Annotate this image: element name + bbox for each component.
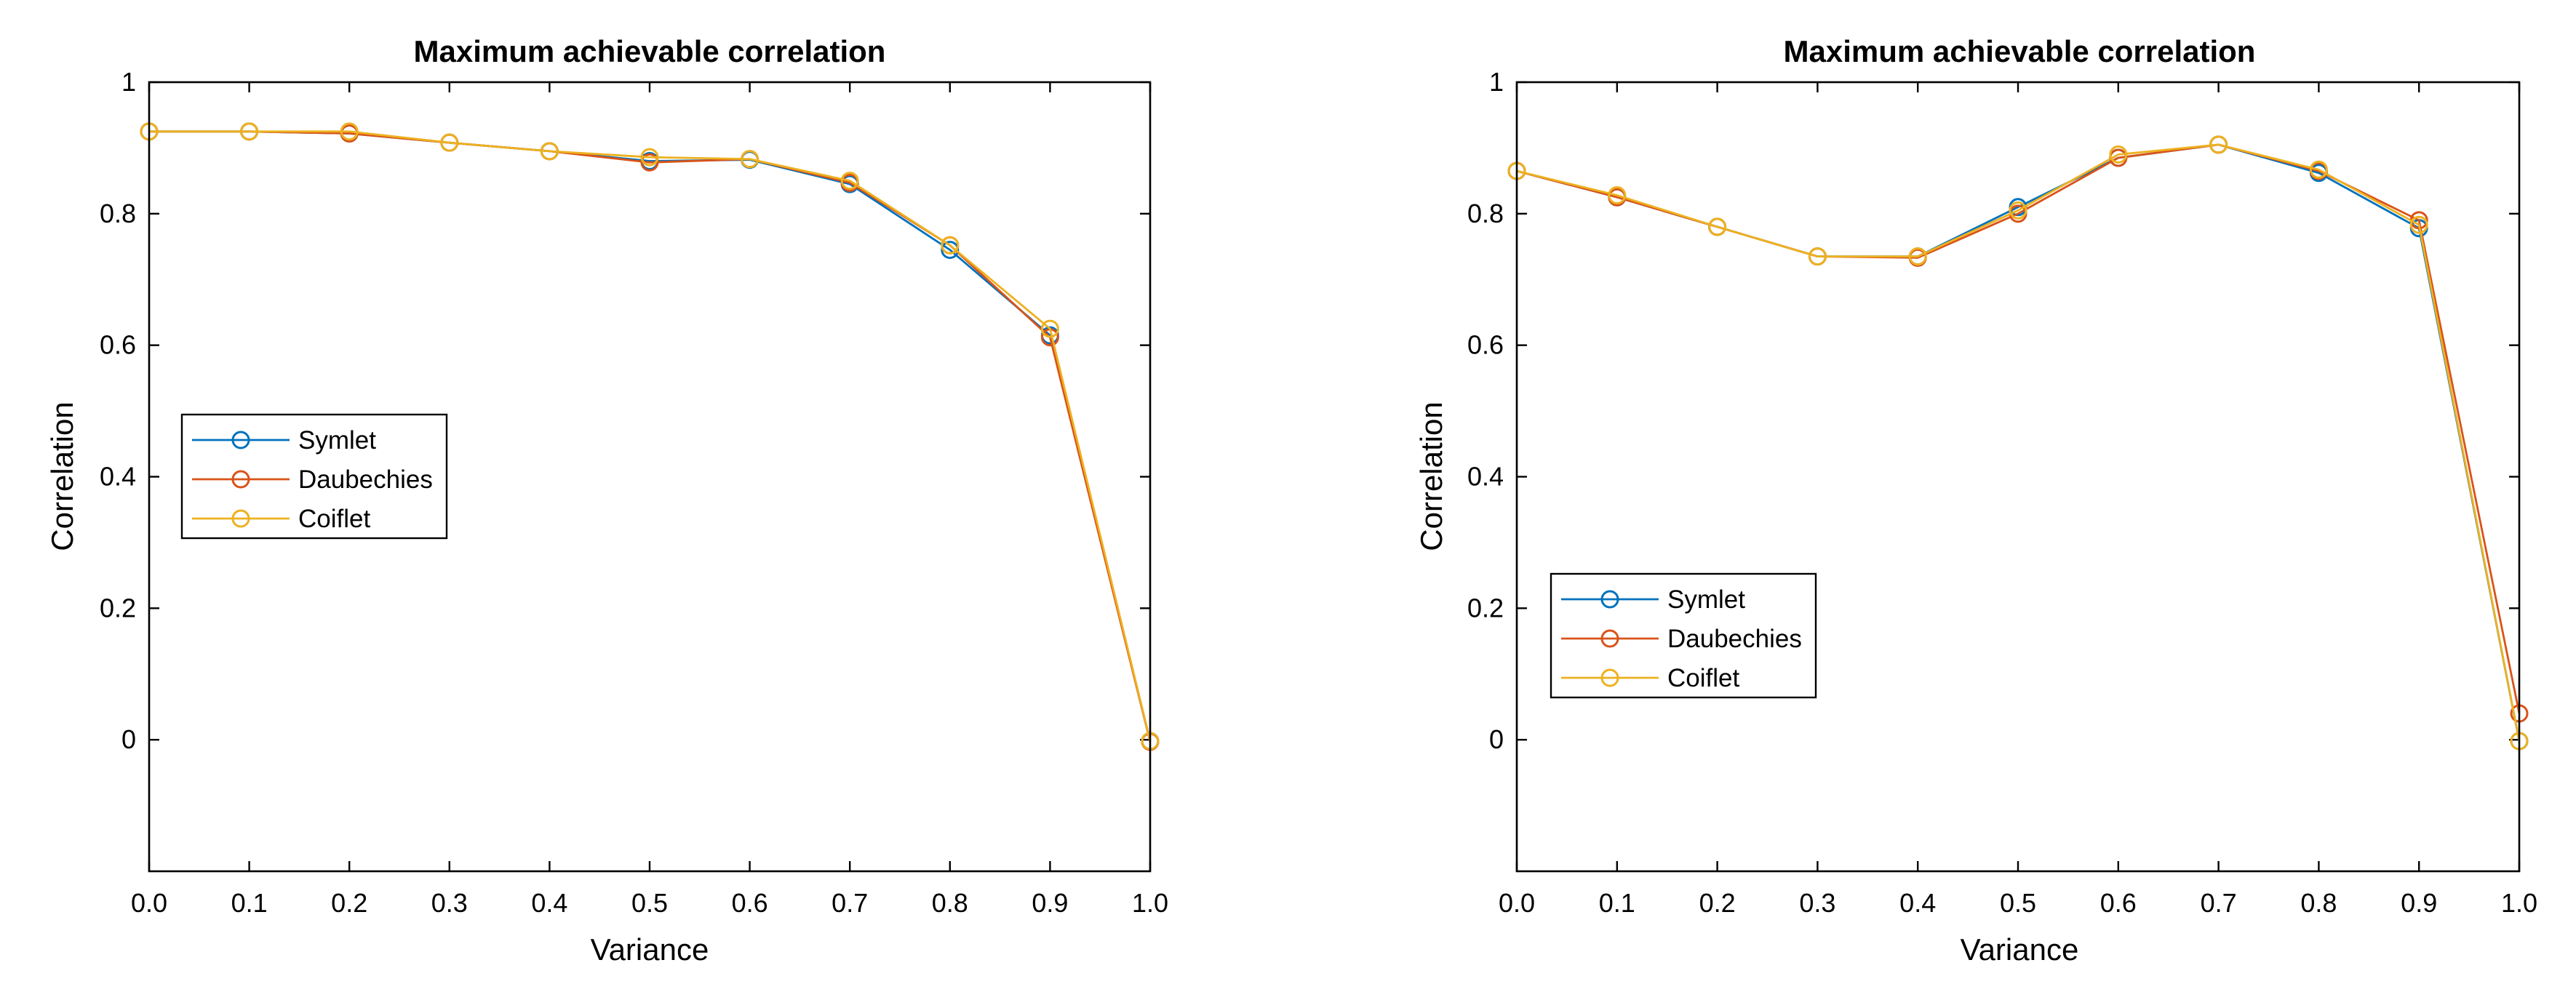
- data-point: [340, 122, 359, 141]
- data-point: [1608, 186, 1627, 205]
- ticks: 0.0 0.1 0.2 0.3 0.4 0.5 0.6 0.7 0.8 0.9 1.0 0 0.2 0.4…: [1467, 67, 2537, 918]
- legend: Symlet Daubechies Coiflet: [1550, 572, 1817, 699]
- legend-label: Coiflet: [1667, 664, 1739, 692]
- plot-area: [1515, 81, 2521, 873]
- x-tick-label: 0.3: [431, 888, 468, 918]
- legend-swatch-marker: [231, 470, 250, 489]
- data-point: [1708, 217, 1727, 236]
- legend-label: Coiflet: [298, 505, 370, 533]
- y-tick-label: 0.6: [1467, 330, 1504, 360]
- legend-label: Symlet: [298, 426, 376, 455]
- chart-right: Maximum achievable correlation 0.0 0.1 0.2…: [1414, 34, 2537, 967]
- x-tick-label: 0.0: [1499, 888, 1535, 918]
- x-tick-label: 0.5: [2000, 888, 2036, 918]
- x-tick-label: 0.7: [2201, 888, 2237, 918]
- legend-item-daubechies: Daubechies: [1561, 625, 1802, 653]
- data-point: [2109, 145, 2128, 164]
- legend-item-coiflet: Coiflet: [192, 505, 370, 533]
- legend-item-symlet: Symlet: [1561, 585, 1745, 614]
- x-tick-label: 0.8: [2300, 888, 2337, 918]
- y-axis-label: Correlation: [45, 401, 79, 551]
- x-tick-label: 0.2: [1699, 888, 1736, 918]
- data-point: [240, 122, 259, 141]
- x-tick-label: 0.5: [631, 888, 668, 918]
- x-tick-label: 1.0: [2501, 888, 2537, 918]
- x-tick-label: 0.0: [131, 888, 167, 918]
- y-tick-label: 0: [1489, 724, 1504, 754]
- legend-label: Daubechies: [298, 465, 433, 494]
- x-tick-label: 0.8: [932, 888, 968, 918]
- x-tick-label: 0.1: [1599, 888, 1635, 918]
- legend-swatch-marker: [231, 431, 250, 449]
- x-tick-label: 0.6: [2100, 888, 2137, 918]
- series-group: [140, 122, 1160, 751]
- legend-label: Daubechies: [1667, 625, 1802, 653]
- legend-swatch-marker: [231, 509, 250, 528]
- x-tick-label: 0.2: [331, 888, 367, 918]
- x-tick-label: 0.7: [832, 888, 868, 918]
- data-point: [1908, 247, 1927, 266]
- y-tick-label: 1: [1489, 67, 1504, 97]
- y-tick-label: 0.4: [100, 462, 136, 492]
- legend-item-symlet: Symlet: [192, 426, 376, 455]
- legend-label: Symlet: [1667, 585, 1745, 614]
- series-line: [1516, 143, 2521, 742]
- x-axis-label: Variance: [591, 932, 709, 967]
- legend-item-coiflet: Coiflet: [1561, 664, 1739, 692]
- chart-title: Maximum achievable correlation: [414, 34, 886, 68]
- legend-swatch-marker: [1600, 590, 1619, 609]
- data-point: [941, 236, 960, 255]
- x-tick-label: 0.4: [531, 888, 567, 918]
- x-tick-label: 1.0: [1132, 888, 1168, 918]
- x-tick-label: 0.9: [2401, 888, 2437, 918]
- series-line: [149, 130, 1152, 743]
- series-group: [1507, 135, 2529, 751]
- data-point: [2209, 135, 2228, 154]
- legend-item-daubechies: Daubechies: [192, 465, 433, 494]
- y-tick-label: 0.8: [100, 199, 136, 228]
- data-point: [2309, 160, 2328, 179]
- chart-left: Maximum achievable correlation 0.0 0.1 0.2…: [45, 34, 1168, 967]
- x-tick-label: 0.1: [231, 888, 268, 918]
- y-tick-label: 1: [121, 67, 136, 97]
- y-tick-label: 0.2: [1467, 593, 1504, 623]
- legend-swatch-marker: [1600, 668, 1619, 687]
- x-tick-label: 0.6: [732, 888, 768, 918]
- ticks: 0.0 0.1 0.2 0.3 0.4 0.5 0.6 0.7 0.8 0.9 1.0 0 0.2 0.4…: [100, 67, 1168, 918]
- data-point: [640, 148, 659, 167]
- x-tick-label: 0.9: [1032, 888, 1068, 918]
- y-tick-label: 0.8: [1467, 199, 1504, 228]
- legend-swatch-marker: [1600, 629, 1619, 648]
- series-line: [149, 130, 1152, 742]
- y-tick-label: 0.2: [100, 593, 136, 623]
- y-tick-label: 0: [121, 724, 136, 754]
- x-axis-label: Variance: [1961, 932, 2079, 967]
- legend: Symlet Daubechies Coiflet: [180, 413, 448, 540]
- x-tick-label: 0.3: [1799, 888, 1835, 918]
- data-point: [540, 142, 559, 161]
- y-tick-label: 0.6: [100, 330, 136, 360]
- data-point: [640, 153, 659, 172]
- series-coiflet: [1507, 135, 2529, 751]
- data-point: [2409, 215, 2428, 234]
- data-point: [741, 150, 759, 169]
- plot-area: [148, 81, 1152, 873]
- data-point: [2009, 201, 2027, 220]
- data-point: [1040, 319, 1059, 338]
- data-point: [941, 241, 960, 260]
- x-tick-label: 0.4: [1899, 888, 1936, 918]
- chart-title: Maximum achievable correlation: [1784, 34, 2256, 68]
- y-axis-label: Correlation: [1414, 401, 1448, 551]
- data-point: [840, 172, 859, 191]
- data-point: [440, 133, 459, 152]
- data-point: [1808, 247, 1827, 266]
- y-tick-label: 0.4: [1467, 462, 1504, 492]
